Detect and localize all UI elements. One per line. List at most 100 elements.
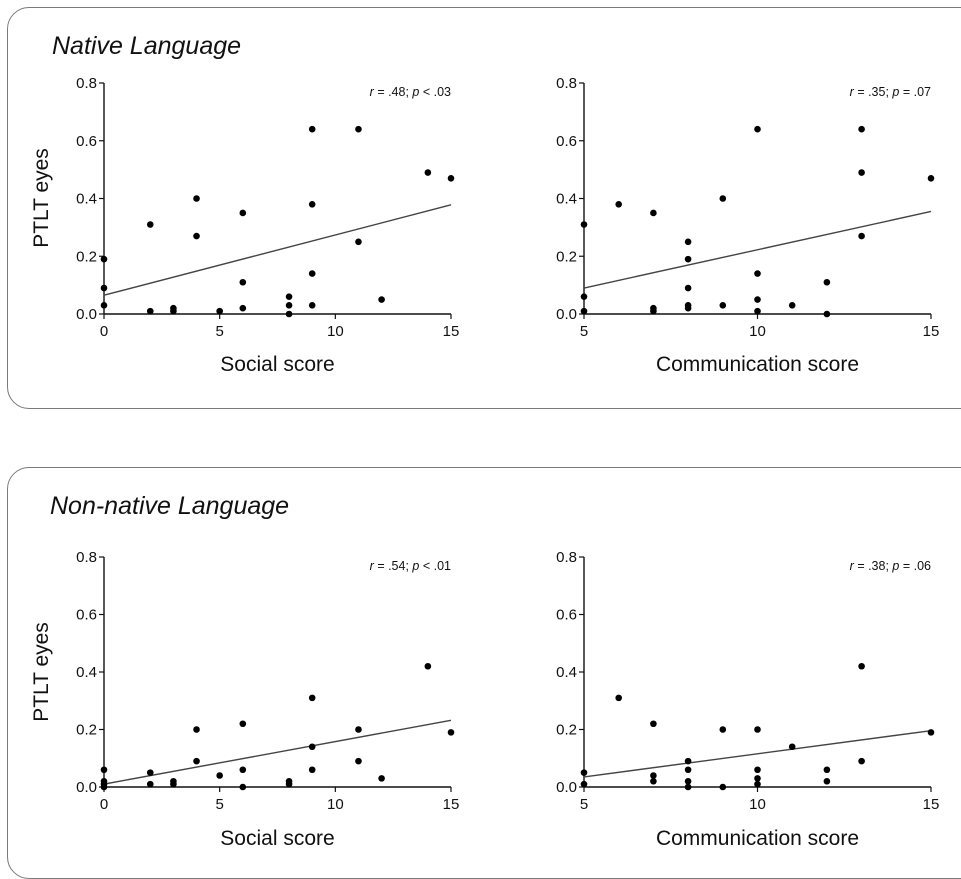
data-point [239, 720, 247, 728]
data-point [285, 310, 293, 318]
data-point [615, 694, 622, 702]
data-point [927, 174, 935, 182]
x-axis-title: Communication score [656, 353, 859, 376]
data-point [170, 780, 177, 788]
data-point [684, 783, 692, 791]
data-point [424, 169, 432, 176]
y-tick-label: 0.2 [556, 722, 577, 739]
data-point [858, 757, 865, 765]
stat-value: = .48; [374, 85, 413, 99]
chart-2: 0.0 0.2 0.4 0.6 0.8 5 10 15 Communication score r… [556, 75, 939, 376]
chart-1: 0.0 0.2 0.4 0.6 0.8 0 5 10 15 Social score PTLT ey… [30, 75, 459, 376]
data-point [308, 125, 316, 133]
chart-3: 0.0 0.2 0.4 0.6 0.8 0 5 10 15 Social score PTLT ey… [30, 549, 459, 850]
x-tick-label: 5 [580, 796, 588, 813]
data-point [580, 769, 588, 776]
data-point [719, 195, 727, 202]
native-language-title: Native Language [52, 32, 242, 60]
x-tick-label: 15 [923, 796, 940, 813]
y-tick-label: 0.8 [556, 75, 577, 92]
data-point [754, 766, 761, 774]
data-point [580, 780, 588, 788]
data-point [193, 757, 200, 765]
data-point [424, 662, 432, 670]
y-tick-label: 0.0 [76, 779, 97, 796]
x-tick-label: 0 [100, 796, 108, 813]
x-tick-label: 15 [443, 323, 460, 340]
data-point [684, 284, 692, 292]
correlation-stats: r = .54; p < .01 [370, 559, 451, 573]
data-point [308, 270, 316, 277]
data-point [684, 255, 692, 263]
chart-4: 0.0 0.2 0.4 0.6 0.8 5 10 15 Communication score r… [556, 549, 939, 850]
data-point [650, 209, 657, 217]
data-point [308, 766, 316, 774]
x-tick-label: 10 [749, 323, 766, 340]
stat-value: = .35; [854, 85, 893, 99]
stat-symbol: p [891, 559, 899, 573]
regression-line [583, 729, 932, 778]
y-tick-label: 0.2 [76, 248, 97, 265]
data-point [447, 174, 455, 182]
data-point [684, 777, 692, 785]
y-axis-title: PTLT eyes [30, 148, 53, 248]
y-tick-label: 0.4 [76, 664, 97, 681]
data-point [378, 296, 385, 303]
y-tick-label: 0.4 [556, 191, 577, 208]
data-point [216, 307, 223, 315]
x-tick-label: 5 [215, 323, 223, 340]
data-point [100, 302, 108, 309]
data-point [355, 726, 362, 733]
data-point [754, 780, 761, 788]
data-point [216, 772, 223, 779]
stat-symbol: p [411, 559, 419, 573]
data-point [378, 775, 385, 782]
data-point [308, 200, 316, 208]
x-tick-label: 10 [327, 323, 344, 340]
x-tick-label: 10 [327, 796, 344, 813]
data-point [239, 209, 247, 217]
x-tick-label: 10 [749, 796, 766, 813]
data-point [239, 304, 247, 312]
data-point [170, 307, 177, 315]
data-point [239, 783, 247, 791]
stat-value: = .07 [899, 85, 931, 99]
y-tick-label: 0.6 [556, 607, 577, 624]
stat-symbol: p [411, 85, 419, 99]
data-point [754, 296, 761, 303]
data-point [684, 757, 692, 765]
y-tick-label: 0.6 [76, 607, 97, 624]
x-axis-title: Social score [220, 827, 334, 850]
data-point [355, 238, 362, 246]
stat-value: < .03 [419, 85, 451, 99]
data-point [719, 302, 727, 309]
data-point [100, 766, 108, 774]
data-point [650, 720, 657, 728]
data-point [823, 766, 831, 774]
non-native-language-title: Non-native Language [50, 492, 290, 520]
data-point [719, 783, 727, 791]
y-tick-label: 0.2 [76, 722, 97, 739]
data-point [308, 302, 316, 309]
data-point [823, 310, 831, 318]
data-point [858, 662, 865, 670]
data-point [285, 780, 293, 788]
data-point [650, 307, 657, 315]
data-point [754, 726, 761, 733]
stat-value: < .01 [419, 559, 451, 573]
data-point [684, 766, 692, 774]
regression-line [583, 210, 932, 289]
y-tick-label: 0.8 [556, 549, 577, 566]
y-tick-label: 0.8 [76, 75, 97, 92]
data-point [239, 278, 247, 286]
stat-symbol: r [370, 559, 375, 573]
data-point [823, 278, 831, 286]
data-point [650, 777, 657, 785]
data-point [308, 743, 316, 751]
data-point [193, 726, 200, 733]
x-axis-title: Communication score [656, 827, 859, 850]
y-tick-label: 0.0 [556, 306, 577, 323]
data-point [308, 694, 316, 702]
correlation-stats: r = .38; p = .06 [850, 559, 931, 573]
correlation-stats: r = .48; p < .03 [370, 85, 451, 99]
